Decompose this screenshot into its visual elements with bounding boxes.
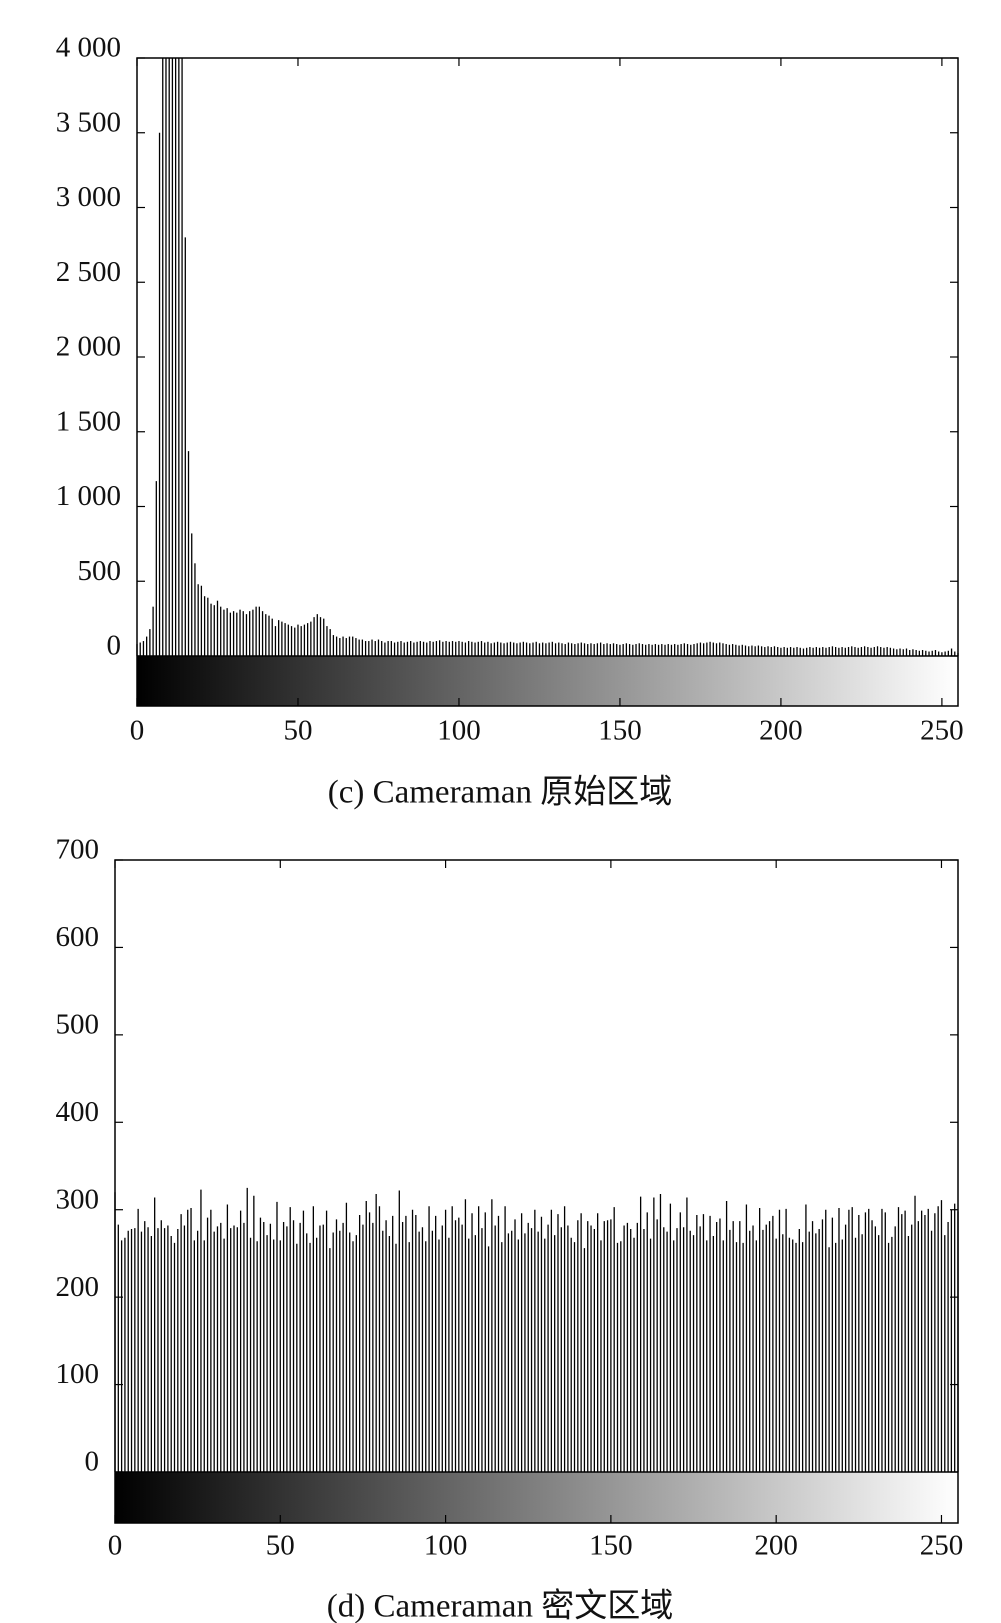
y-tick-label: 3 000 — [56, 181, 121, 213]
caption: (d) Cameraman 密文区域 — [327, 1588, 673, 1623]
y-tick-label: 500 — [56, 1009, 100, 1041]
caption: (c) Cameraman 原始区域 — [328, 774, 673, 811]
x-tick-label: 250 — [920, 1530, 964, 1562]
colorbar — [115, 1472, 958, 1523]
x-tick-label: 150 — [598, 715, 642, 747]
y-tick-label: 600 — [56, 921, 100, 953]
x-tick-label: 100 — [424, 1530, 468, 1562]
x-tick-label: 50 — [283, 715, 312, 747]
colorbar — [137, 656, 958, 706]
y-tick-label: 200 — [56, 1271, 100, 1303]
y-tick-label: 400 — [56, 1096, 100, 1128]
y-tick-label: 500 — [78, 555, 122, 587]
y-tick-label: 2 500 — [56, 256, 121, 288]
x-tick-label: 150 — [589, 1530, 633, 1562]
y-tick-label: 0 — [85, 1446, 100, 1478]
x-tick-label: 50 — [266, 1530, 295, 1562]
x-tick-label: 100 — [437, 715, 481, 747]
frame — [136, 57, 959, 707]
y-tick-label: 3 500 — [56, 106, 121, 138]
x-tick-label: 0 — [108, 1530, 123, 1562]
frame — [114, 859, 959, 1524]
y-tick-label: 0 — [107, 630, 122, 662]
y-tick-label: 300 — [56, 1183, 100, 1215]
y-tick-label: 2 000 — [56, 331, 121, 363]
y-tick-label: 1 500 — [56, 405, 121, 437]
x-tick-label: 200 — [754, 1530, 798, 1562]
x-tick-label: 0 — [130, 715, 145, 747]
y-tick-label: 100 — [56, 1358, 100, 1390]
x-tick-label: 250 — [920, 715, 964, 747]
y-tick-label: 700 — [56, 834, 100, 866]
y-tick-label: 4 000 — [56, 32, 121, 64]
y-tick-label: 1 000 — [56, 480, 121, 512]
x-tick-label: 200 — [759, 715, 803, 747]
